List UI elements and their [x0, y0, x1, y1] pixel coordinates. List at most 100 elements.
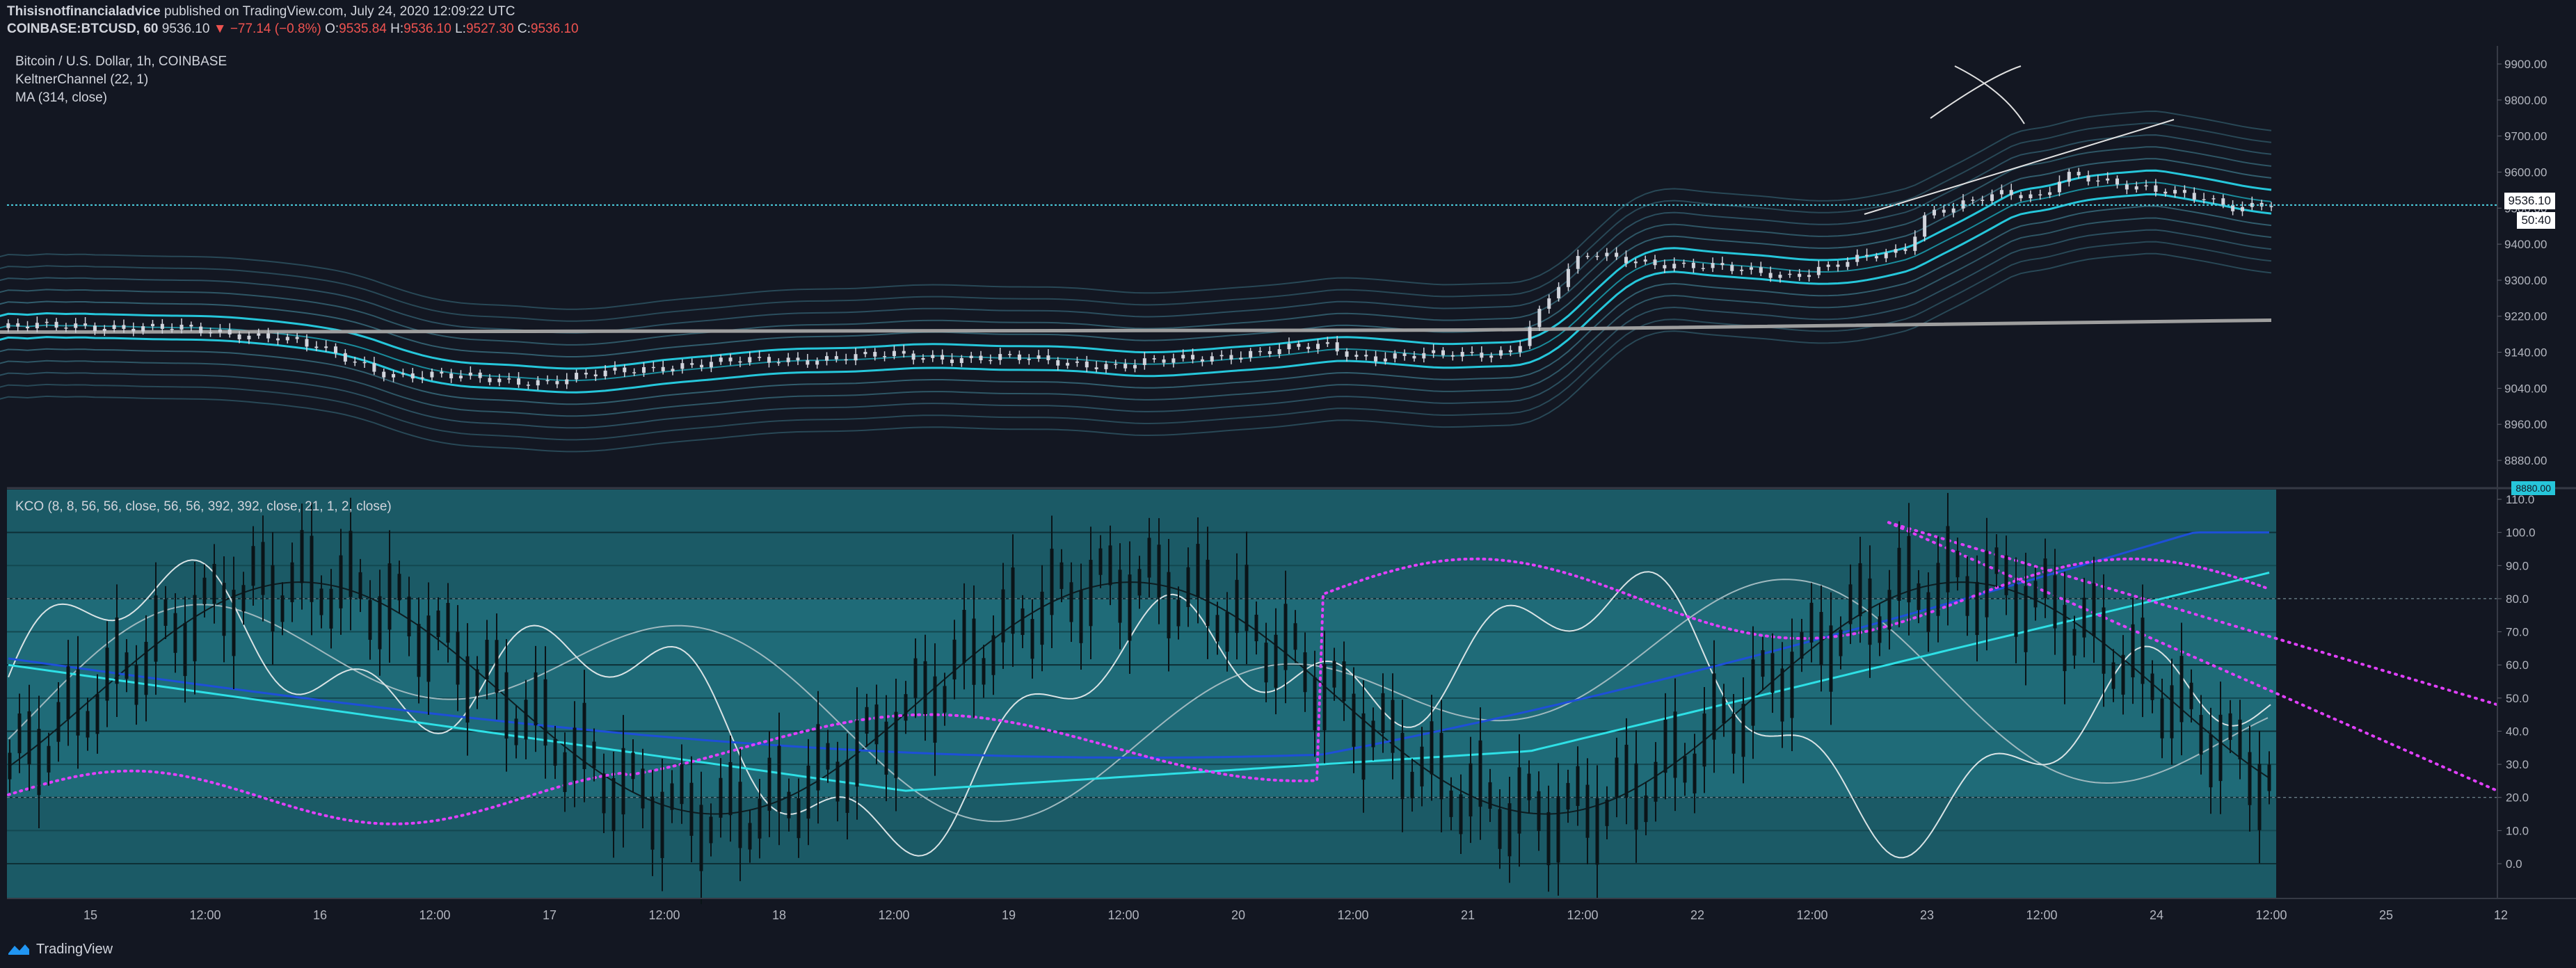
kco-bar-body	[1615, 757, 1619, 798]
candle-body	[1807, 275, 1811, 277]
kco-legend[interactable]: KCO (8, 8, 56, 56, close, 56, 56, 392, 3…	[15, 499, 392, 514]
candle-body	[1547, 298, 1551, 309]
candle-body	[671, 369, 675, 371]
kco-bar-body	[1293, 623, 1297, 650]
price-pane[interactable]	[7, 46, 2497, 487]
kco-bar-body	[1147, 538, 1151, 578]
kco-bar-body	[1790, 652, 1794, 718]
candle-body	[1624, 257, 1629, 264]
time-tick-label: 12:00	[189, 908, 221, 922]
candle-body	[941, 355, 945, 360]
candle-body	[1075, 361, 1079, 363]
candle-body	[1942, 209, 1946, 213]
tradingview-logo[interactable]: TradingView	[7, 939, 113, 960]
candle-body	[796, 357, 800, 361]
kco-bar-body	[1751, 659, 1755, 726]
time-tick-label: 24	[2150, 908, 2163, 922]
candle-body	[189, 324, 193, 327]
axes: 9900.009800.009700.009600.009500.009400.…	[7, 46, 2576, 922]
candle-body	[1210, 356, 1214, 362]
time-tick-label: 12:00	[2255, 908, 2287, 922]
kco-bar-body	[475, 669, 479, 696]
time-tick-label: 16	[313, 908, 327, 922]
osc-tick-label: 50.0	[2506, 692, 2529, 705]
kco-bar-body	[1985, 551, 1989, 618]
kco-bar-body	[17, 713, 22, 754]
candle-body	[1643, 259, 1647, 262]
candle-body	[45, 321, 49, 323]
kco-bar-body	[631, 752, 635, 780]
kco-bar-body	[86, 711, 90, 738]
osc-tick-label: 30.0	[2506, 758, 2529, 771]
candle-body	[131, 328, 136, 332]
candle-body	[2038, 194, 2042, 196]
kco-bar-body	[1722, 697, 1726, 724]
kco-bar-body	[835, 761, 840, 802]
candle-body	[218, 329, 222, 332]
candle-body	[122, 325, 126, 329]
kco-bar-body	[1332, 661, 1336, 688]
candle-body	[141, 326, 145, 332]
candle-body	[748, 357, 752, 363]
kco-bar-body	[874, 704, 879, 745]
candle-body	[545, 380, 550, 382]
candle-body	[1682, 262, 1686, 264]
candle-body	[2009, 190, 2013, 195]
candle-body	[844, 359, 848, 361]
kco-bar-body	[2033, 581, 2038, 608]
ma-legend[interactable]: MA (314, close)	[15, 90, 107, 105]
candle-body	[883, 356, 887, 357]
high-value: 9536.10	[403, 22, 451, 36]
kco-bar-body	[1809, 602, 1814, 643]
candle-body	[497, 378, 502, 382]
kco-bar-body	[1868, 578, 1872, 645]
candle-body	[507, 378, 511, 380]
keltner-legend[interactable]: KeltnerChannel (22, 1)	[15, 72, 149, 87]
kco-bar-body	[1361, 713, 1366, 780]
kco-bar-body	[962, 610, 966, 663]
candle-body	[1200, 359, 1204, 362]
kco-bar-body	[1654, 761, 1658, 802]
kco-bar-body	[202, 577, 207, 604]
candle-body	[1672, 264, 1677, 268]
candle-body	[6, 323, 10, 328]
chart-title[interactable]: Bitcoin / U.S. Dollar, 1h, COINBASE	[15, 54, 227, 69]
candle-body	[1951, 208, 1955, 213]
trend-line	[1864, 119, 2175, 215]
candle-body	[1354, 355, 1359, 357]
kco-bar-body	[2170, 685, 2174, 739]
candle-body	[2192, 193, 2196, 200]
candle-body	[382, 371, 386, 378]
kco-bar-body	[1303, 652, 1307, 693]
author-name[interactable]: Thisisnotfinancialadvice	[7, 4, 161, 19]
kco-bar-body	[689, 782, 694, 836]
candle-body	[1499, 350, 1503, 356]
kco-bar-body	[2102, 607, 2106, 674]
candle-body	[680, 363, 685, 369]
osc-tick-label: 60.0	[2506, 659, 2529, 672]
candle-body	[1229, 355, 1233, 360]
time-tick-label: 12:00	[648, 908, 680, 922]
candle-body	[160, 323, 164, 329]
kco-bar-body	[1400, 732, 1405, 800]
kco-bar-body	[1196, 544, 1200, 597]
price-tick-label: 9700.00	[2504, 130, 2547, 143]
candle-body	[1932, 209, 1936, 216]
candle-body	[392, 373, 396, 378]
time-tick-label: 20	[1231, 908, 1245, 922]
kco-bar-body	[1887, 590, 1891, 630]
kco-bar-body	[1780, 668, 1784, 722]
candle-body	[16, 323, 20, 327]
kco-bar-body	[1459, 794, 1463, 834]
kco-bar-body	[2179, 656, 2184, 723]
kco-bar-body	[2189, 682, 2193, 709]
kco-bar-body	[436, 610, 440, 638]
kco-bar-body	[1245, 565, 1249, 631]
candle-body	[1508, 350, 1512, 353]
candle-body	[1432, 350, 1436, 353]
candle-body	[834, 356, 838, 360]
kco-bar-body	[1917, 583, 1921, 611]
candle-body	[353, 361, 357, 363]
kco-bar-body	[1410, 771, 1414, 799]
